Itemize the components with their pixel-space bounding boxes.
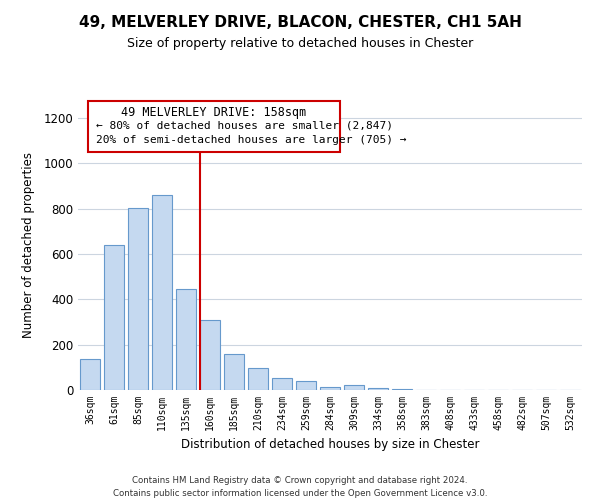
Bar <box>248 368 268 390</box>
Bar <box>176 289 196 390</box>
Text: Size of property relative to detached houses in Chester: Size of property relative to detached ho… <box>127 38 473 51</box>
Bar <box>224 354 244 390</box>
Text: 49, MELVERLEY DRIVE, BLACON, CHESTER, CH1 5AH: 49, MELVERLEY DRIVE, BLACON, CHESTER, CH… <box>79 15 521 30</box>
Text: Contains HM Land Registry data © Crown copyright and database right 2024.
Contai: Contains HM Land Registry data © Crown c… <box>113 476 487 498</box>
X-axis label: Distribution of detached houses by size in Chester: Distribution of detached houses by size … <box>181 438 479 452</box>
FancyBboxPatch shape <box>88 102 340 152</box>
Text: 20% of semi-detached houses are larger (705) →: 20% of semi-detached houses are larger (… <box>95 135 406 145</box>
Bar <box>344 386 364 390</box>
Bar <box>80 360 100 390</box>
Y-axis label: Number of detached properties: Number of detached properties <box>22 152 35 338</box>
Bar <box>296 381 316 390</box>
Bar <box>152 195 172 390</box>
Text: 49 MELVERLEY DRIVE: 158sqm: 49 MELVERLEY DRIVE: 158sqm <box>121 106 307 119</box>
Bar <box>128 208 148 390</box>
Bar <box>104 245 124 390</box>
Bar <box>272 378 292 390</box>
Bar <box>200 320 220 390</box>
Bar <box>320 386 340 390</box>
Bar <box>368 388 388 390</box>
Text: ← 80% of detached houses are smaller (2,847): ← 80% of detached houses are smaller (2,… <box>95 120 392 130</box>
